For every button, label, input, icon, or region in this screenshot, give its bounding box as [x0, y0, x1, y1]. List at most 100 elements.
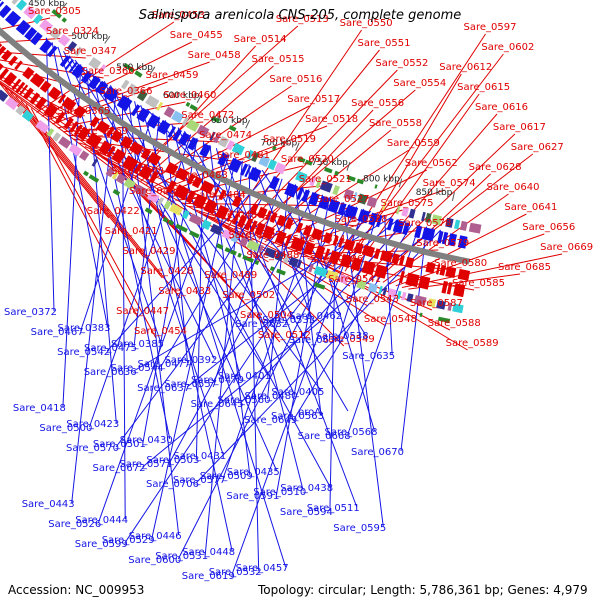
reverse-label-connector — [151, 157, 237, 540]
reverse-label-connector — [71, 89, 117, 504]
scale-tick-label: 750 kbp — [311, 158, 348, 168]
feature-block — [398, 270, 405, 284]
reverse-gene-label: Sare_0526 — [48, 519, 101, 530]
forward-gene-label: Sare_0460 — [163, 90, 216, 101]
feature-block — [375, 214, 383, 228]
feature-block — [454, 219, 461, 230]
feature-block — [406, 293, 414, 303]
feature-block — [216, 243, 224, 250]
feature-block — [337, 202, 347, 216]
forward-gene-label: Sare_0521 — [299, 174, 352, 185]
feature-block — [254, 260, 260, 265]
reverse-gene-label: Sare_0568 — [325, 427, 378, 438]
feature-block — [213, 186, 220, 197]
feature-block — [468, 222, 482, 234]
feature-block — [22, 87, 34, 100]
feature-block — [314, 245, 326, 260]
feature-block — [191, 176, 203, 189]
forward-gene-label: Sare_0366 — [100, 86, 153, 97]
forward-gene-label: Sare_0616 — [475, 102, 528, 113]
feature-block — [258, 155, 271, 168]
reverse-gene-label: Sare_0385 — [111, 339, 164, 350]
feature-block — [98, 64, 107, 74]
reverse-label-connector — [45, 37, 55, 312]
forward-gene-label: Sare_0474 — [199, 130, 252, 141]
feature-block — [83, 170, 89, 177]
feature-block — [356, 178, 364, 185]
feature-block — [343, 188, 355, 201]
feature-block — [387, 288, 397, 298]
forward-gene-label: Sare_0550 — [340, 18, 393, 29]
feature-block — [239, 236, 249, 247]
feature-block — [73, 124, 83, 136]
feature-block — [77, 126, 91, 141]
forward-gene-label: Sare_0453 — [152, 10, 205, 21]
feature-block — [68, 61, 78, 73]
feature-block — [244, 165, 252, 178]
forward-gene-label: Sare_0403 — [129, 186, 182, 197]
feature-block — [405, 272, 420, 288]
reverse-gene-label: Sare_0510 — [253, 487, 306, 498]
feature-block — [295, 170, 308, 183]
feature-block — [324, 167, 333, 174]
forward-label-connector — [129, 25, 299, 175]
feature-block — [120, 79, 130, 90]
reverse-label-connector — [195, 141, 204, 460]
forward-gene-label: Sare_0513 — [276, 14, 329, 25]
feature-block — [146, 191, 160, 204]
forward-gene-label: Sare_0580 — [434, 258, 487, 269]
feature-block — [327, 199, 341, 214]
feature-block — [16, 0, 28, 11]
feature-block — [15, 19, 31, 36]
scale-tick-label: 800 kbp — [363, 175, 400, 185]
feature-block — [0, 45, 7, 56]
reverse-label-connector — [62, 64, 82, 408]
reverse-gene-label: Sare_0477 — [138, 359, 191, 370]
feature-block — [55, 111, 66, 124]
feature-block — [162, 217, 169, 223]
reverse-gene-label: Sare_0533 — [262, 315, 315, 326]
forward-gene-label: Sare_0556 — [351, 98, 404, 109]
feature-block — [210, 223, 223, 236]
reverse-gene-label: Sare_0595 — [333, 523, 386, 534]
feature-block — [175, 223, 188, 233]
feature-block — [163, 106, 175, 118]
forward-gene-label: Sare_0589 — [446, 338, 499, 349]
forward-gene-label: Sare_0602 — [481, 42, 534, 53]
feature-block — [218, 136, 230, 148]
feature-block — [338, 237, 344, 248]
forward-gene-label: Sare_0459 — [146, 70, 199, 81]
feature-block — [110, 129, 123, 143]
genome-backbone — [0, 27, 470, 265]
reverse-label-connector — [51, 42, 108, 328]
feature-block — [436, 300, 446, 310]
forward-gene-label: Sare_0543 — [346, 294, 399, 305]
feature-block — [61, 17, 67, 23]
feature-block — [391, 253, 400, 265]
scale-tick-label: 450 kbp — [28, 0, 65, 9]
forward-gene-label: Sare_0575 — [381, 198, 434, 209]
forward-gene-label: Sare_0488 — [246, 250, 299, 261]
feature-block — [167, 219, 175, 226]
feature-block — [67, 41, 78, 52]
feature-block — [338, 274, 349, 285]
feature-block — [256, 206, 268, 219]
label-connector-lines — [0, 17, 563, 576]
feature-block — [116, 95, 133, 112]
feature-block — [185, 190, 196, 204]
feature-block — [199, 143, 212, 158]
feature-block — [357, 193, 368, 205]
feature-block — [378, 285, 383, 295]
feature-block — [3, 72, 17, 87]
feature-block — [251, 152, 260, 163]
scale-tick-label: 600 kbp — [163, 91, 200, 101]
feature-block — [167, 126, 176, 138]
feature-block — [188, 213, 203, 226]
feature-block — [441, 231, 449, 245]
reverse-label-connector — [98, 76, 224, 456]
forward-gene-label: Sare_0305 — [28, 6, 81, 17]
reverse-gene-label: Sare_0599 — [75, 539, 128, 550]
feature-block — [421, 227, 436, 242]
forward-gene-label: Sare_0574 — [423, 178, 476, 189]
